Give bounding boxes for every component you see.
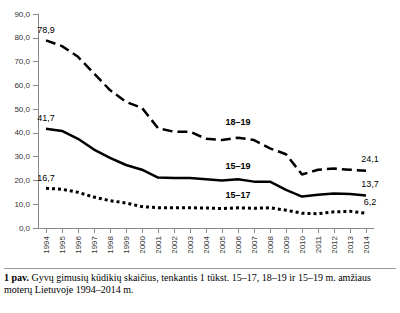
svg-text:15–19: 15–19 [225, 161, 250, 171]
html-text:1 pav. Gyvų gimusių kūdikių sk: 1 pav. Gyvų gimusių kūdikių skaičius, te… [4, 272, 371, 295]
svg-text:80,0: 80,0 [14, 33, 30, 42]
svg-text:1995: 1995 [58, 235, 67, 253]
svg-text:2009: 2009 [282, 235, 291, 253]
svg-text:90,0: 90,0 [14, 10, 30, 19]
svg-text:30,0: 30,0 [14, 152, 30, 161]
svg-text:50,0: 50,0 [14, 105, 30, 114]
svg-text:2008: 2008 [266, 235, 275, 253]
svg-text:1999: 1999 [122, 235, 131, 253]
svg-text:18–19: 18–19 [225, 117, 250, 127]
svg-text:2000: 2000 [138, 235, 147, 253]
svg-text:1994: 1994 [42, 235, 51, 253]
svg-text:2010: 2010 [298, 235, 307, 253]
svg-text:0,0: 0,0 [19, 224, 31, 233]
svg-text:40,0: 40,0 [14, 128, 30, 137]
svg-text:6,2: 6,2 [364, 197, 377, 207]
svg-text:78,9: 78,9 [37, 25, 55, 35]
svg-text:2001: 2001 [154, 235, 163, 253]
svg-text:10,0: 10,0 [14, 200, 30, 209]
svg-text:1997: 1997 [90, 235, 99, 253]
svg-text:24,1: 24,1 [361, 154, 379, 164]
svg-text:2003: 2003 [186, 235, 195, 253]
svg-text:2007: 2007 [250, 235, 259, 253]
svg-text:2011: 2011 [314, 235, 323, 253]
svg-text:60,0: 60,0 [14, 81, 30, 90]
svg-text:20,0: 20,0 [14, 176, 30, 185]
svg-text:2005: 2005 [218, 235, 227, 253]
svg-text:2013: 2013 [346, 235, 355, 253]
svg-text:1996: 1996 [74, 235, 83, 253]
svg-text:15–17: 15–17 [225, 190, 250, 200]
svg-text:2002: 2002 [170, 235, 179, 253]
svg-text:2014: 2014 [362, 235, 371, 253]
svg-text:1998: 1998 [106, 235, 115, 253]
svg-text:13,7: 13,7 [361, 179, 379, 189]
svg-text:2004: 2004 [202, 235, 211, 253]
svg-text:16,7: 16,7 [37, 173, 55, 183]
svg-text:2006: 2006 [234, 235, 243, 253]
svg-text:2012: 2012 [330, 235, 339, 253]
svg-text:41,7: 41,7 [37, 113, 55, 123]
svg-text:70,0: 70,0 [14, 57, 30, 66]
